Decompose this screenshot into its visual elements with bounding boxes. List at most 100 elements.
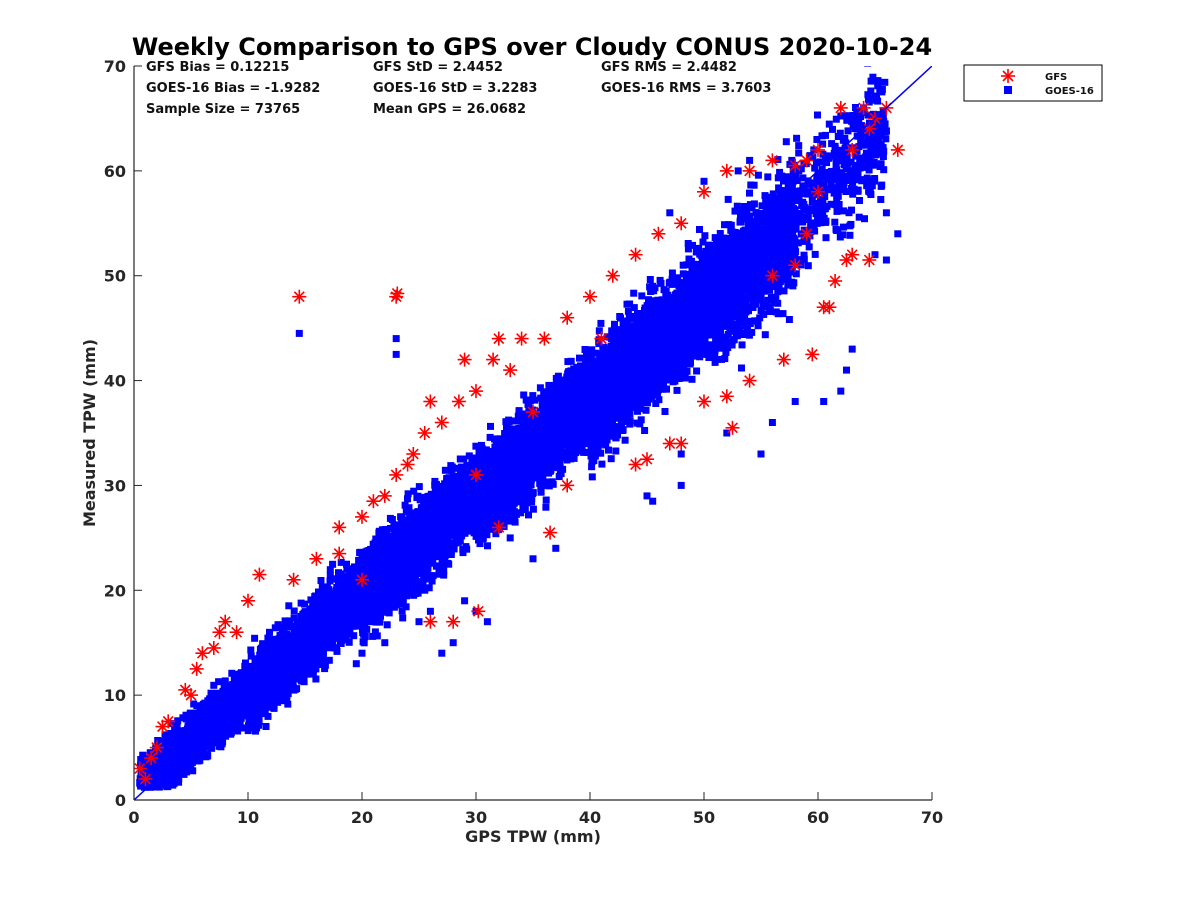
- goes-16-point: [280, 686, 288, 694]
- goes-16-point: [261, 694, 269, 702]
- goes-16-point: [321, 603, 329, 611]
- goes-16-point: [353, 581, 361, 589]
- goes-16-point: [280, 679, 288, 687]
- goes-16-point: [271, 689, 279, 697]
- goes-16-point: [340, 610, 348, 618]
- goes-16-point: [150, 761, 158, 769]
- goes-16-point: [232, 690, 239, 697]
- goes-16-point: [238, 679, 246, 687]
- goes-16-point: [169, 781, 177, 789]
- goes-16-point: [351, 607, 359, 614]
- goes-16-point: [222, 732, 230, 740]
- goes-16-point: [245, 692, 253, 700]
- goes-16-point: [337, 577, 345, 585]
- goes-16-point: [441, 466, 449, 474]
- goes-16-point: [218, 740, 226, 748]
- goes-16-point: [270, 704, 278, 712]
- goes-16-point: [355, 574, 362, 582]
- goes-16-point: [299, 627, 307, 635]
- goes-16-point: [250, 689, 258, 697]
- goes-16-point: [201, 699, 209, 707]
- goes-16-point: [179, 714, 187, 722]
- goes-16-point: [205, 716, 213, 724]
- goes-16-point: [337, 558, 345, 566]
- goes-16-point: [295, 647, 302, 654]
- goes-16-point: [227, 702, 235, 710]
- goes-16-point: [184, 764, 192, 772]
- goes-16-point: [326, 566, 334, 574]
- goes-16-point: [279, 649, 287, 657]
- goes-16-point: [337, 614, 345, 622]
- goes-16-point: [137, 756, 145, 763]
- goes-16-point: [333, 647, 341, 655]
- goes-16-point: [339, 632, 347, 640]
- goes-16-point: [189, 767, 197, 775]
- goes-16-point: [281, 617, 289, 625]
- goes-16-point: [359, 625, 367, 633]
- goes-16-point: [166, 766, 174, 774]
- goes-16-point: [282, 621, 290, 629]
- goes-16-point: [335, 619, 343, 627]
- goes-16-point: [224, 719, 231, 727]
- goes-16-point: [292, 670, 300, 678]
- goes-16-point: [204, 752, 212, 760]
- goes-16-point: [348, 571, 356, 579]
- goes-16-point: [154, 737, 162, 744]
- goes-16-point: [247, 652, 255, 660]
- goes-16-point: [285, 618, 293, 625]
- goes-16-point: [263, 675, 271, 683]
- goes-16-point: [236, 707, 244, 715]
- goes-16-point: [227, 698, 235, 706]
- goes-16-point: [333, 590, 341, 598]
- goes-16-point: [322, 635, 330, 643]
- goes-16-point: [263, 645, 271, 653]
- goes-16-point: [231, 705, 239, 713]
- goes-16-point: [175, 778, 183, 786]
- goes-16-point: [307, 596, 315, 604]
- chart-title: Weekly Comparison to GPS over Cloudy CON…: [132, 33, 932, 61]
- goes-16-point: [261, 710, 269, 718]
- goes-16-point: [211, 710, 219, 718]
- goes-16-point: [154, 747, 162, 755]
- goes-16-point: [311, 593, 319, 601]
- goes-16-point: [421, 586, 429, 594]
- goes-16-point: [272, 668, 279, 676]
- goes-16-point: [306, 664, 314, 672]
- goes-16-point: [327, 620, 335, 628]
- goes-16-point: [162, 773, 170, 780]
- goes-16-point: [271, 624, 279, 632]
- goes-16-point: [191, 716, 199, 724]
- goes-16-point: [316, 609, 324, 617]
- goes-16-point: [316, 647, 324, 655]
- goes-16-point: [247, 646, 255, 654]
- goes-16-point: [342, 588, 350, 596]
- goes-16-point: [183, 738, 191, 746]
- goes-16-point: [286, 667, 294, 674]
- goes-16-point: [275, 656, 283, 664]
- goes-16-point: [261, 687, 269, 695]
- goes-16-point: [299, 622, 307, 630]
- goes-16-point: [312, 612, 320, 620]
- goes-16-point: [294, 656, 302, 664]
- goes-16-point: [309, 603, 317, 611]
- goes-16-point: [317, 577, 325, 584]
- goes-16-point: [275, 644, 283, 652]
- goes-16-point: [280, 661, 288, 669]
- goes-16-point: [193, 720, 201, 728]
- goes-16-point: [158, 740, 166, 748]
- goes-16-point: [170, 762, 178, 770]
- goes-16-point: [285, 602, 293, 610]
- goes-16-point: [267, 693, 275, 701]
- goes-16-point: [234, 712, 241, 720]
- goes-16-point: [164, 758, 172, 766]
- goes-16-point: [262, 703, 270, 711]
- goes-16-point: [353, 570, 361, 578]
- goes-16-point: [349, 579, 357, 587]
- goes-16-point: [299, 632, 307, 640]
- goes-16-point: [207, 689, 215, 697]
- goes-16-point: [236, 696, 244, 704]
- goes-16-point: [305, 640, 313, 648]
- goes-16-point: [250, 672, 258, 680]
- goes-16-point: [142, 766, 150, 774]
- goes-16-point: [241, 703, 249, 710]
